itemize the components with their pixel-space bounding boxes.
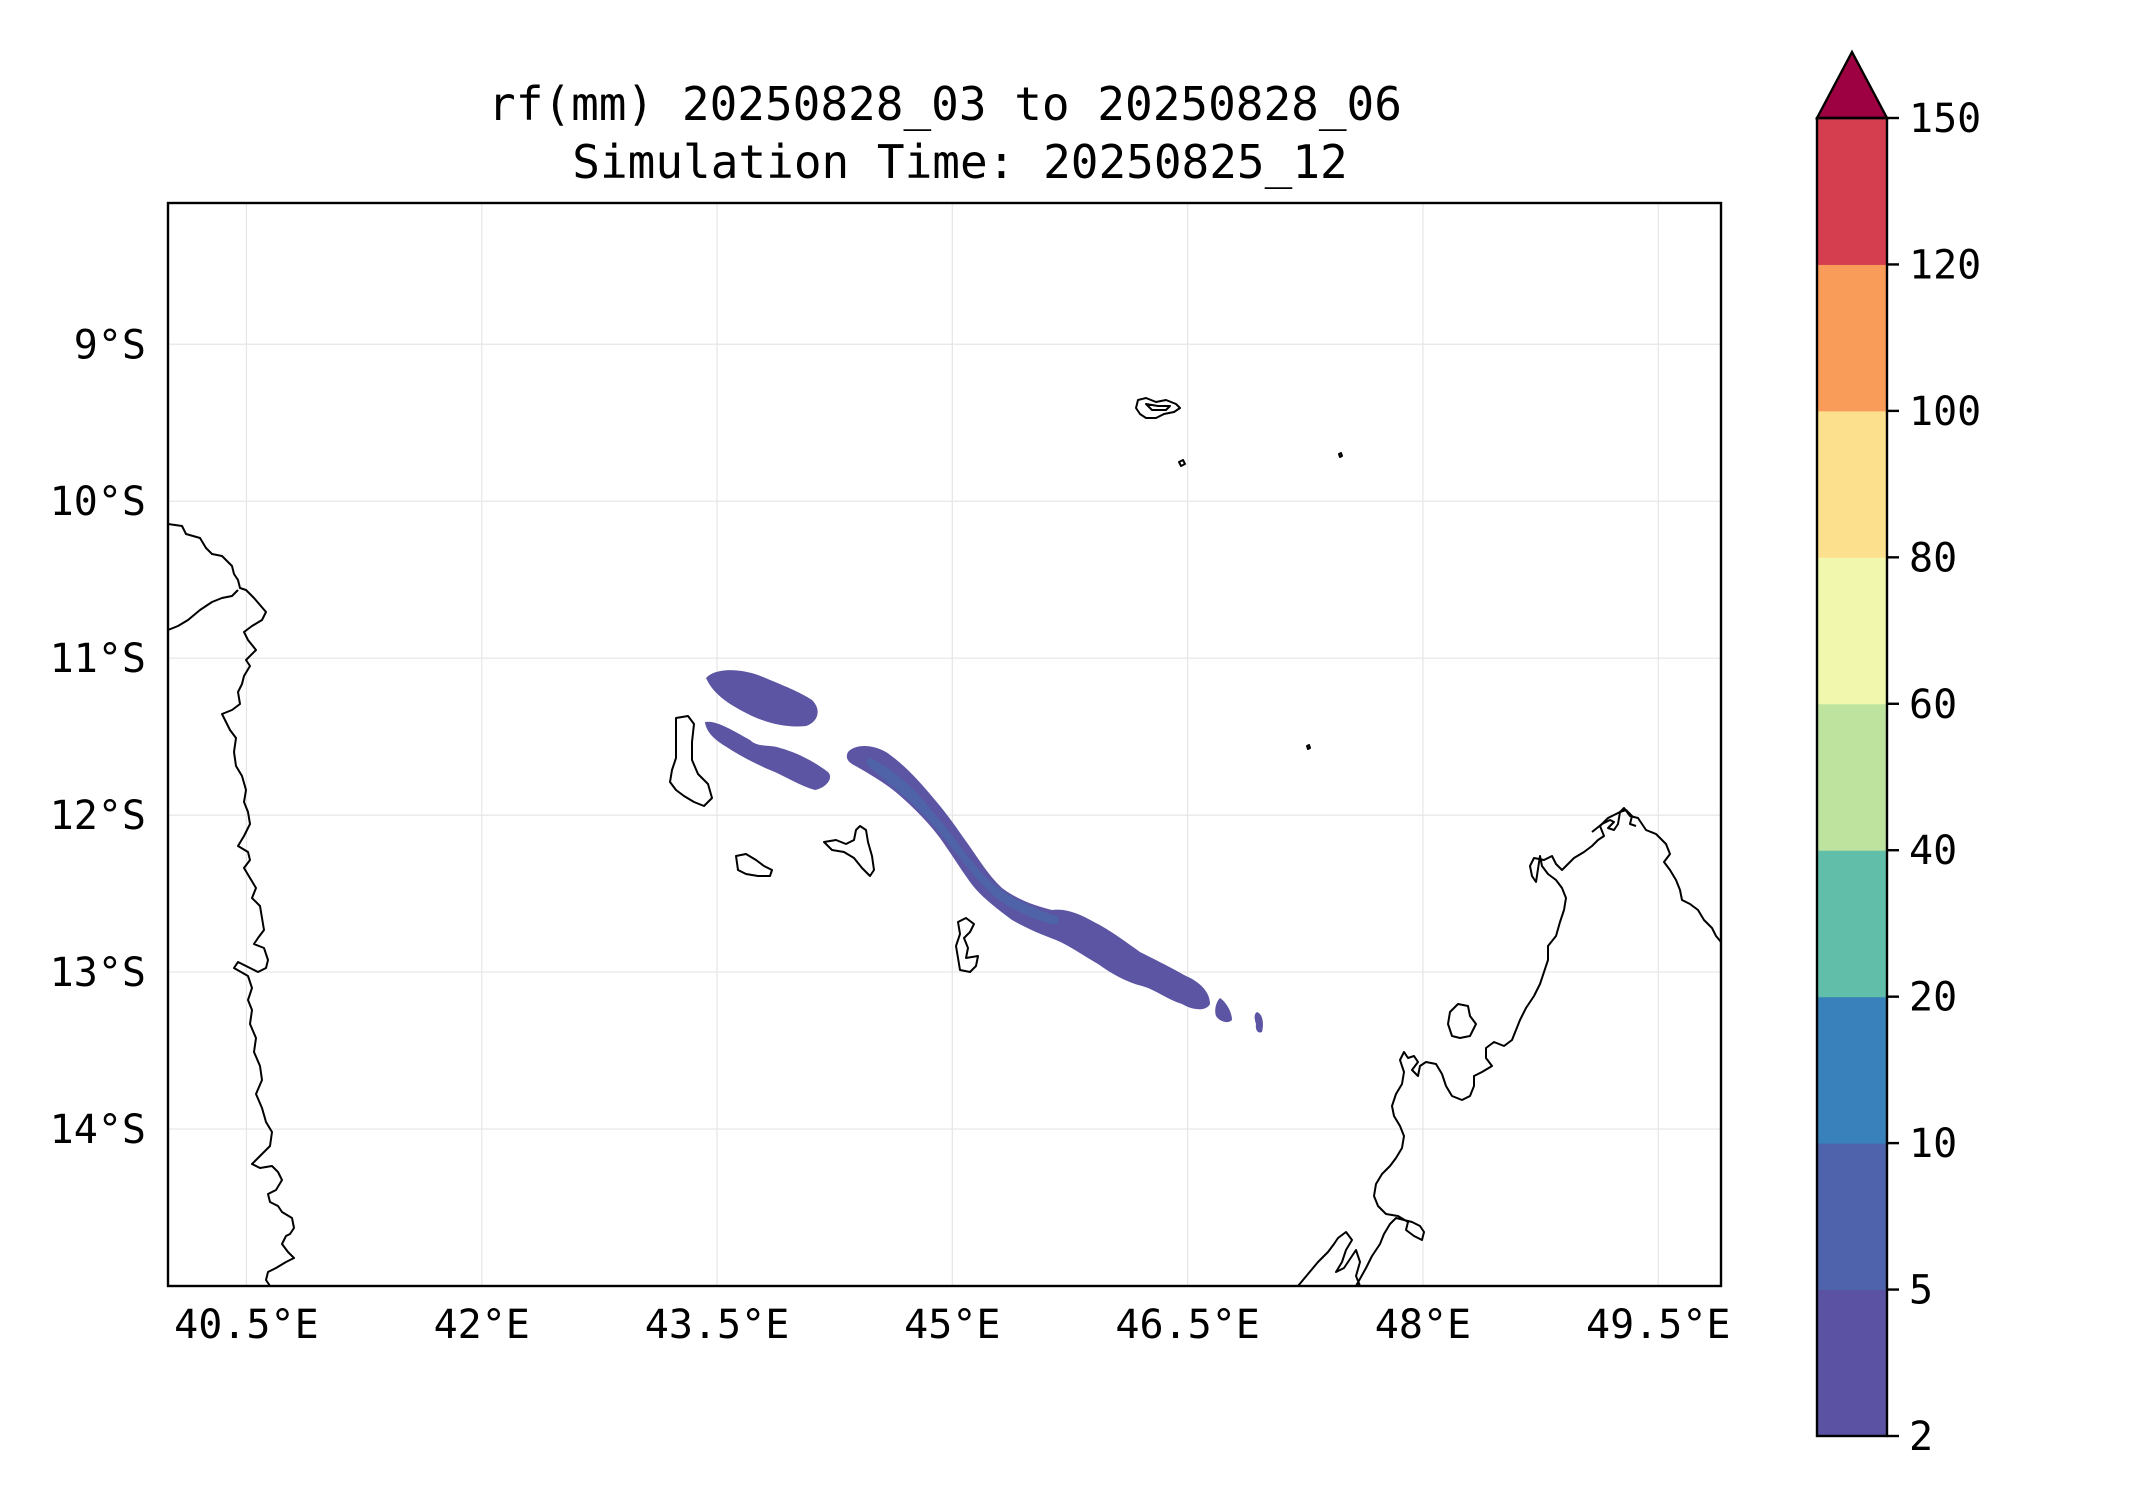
- island-mayotte: [955, 917, 979, 973]
- rain-band-north: [706, 670, 818, 727]
- coastline-africa: [167, 523, 295, 1287]
- island-glorioso: [1306, 744, 1311, 750]
- colorbar-tick-label: 40: [1909, 828, 1957, 874]
- colorbar-tick-label: 60: [1909, 682, 1957, 728]
- lat-tick-label: 12°S: [50, 793, 146, 839]
- colorbar-tick-label: 80: [1909, 535, 1957, 581]
- title-line-1: rf(mm) 20250828_03 to 20250828_06: [488, 77, 1402, 131]
- colorbar-segment: [1817, 703, 1887, 851]
- lon-tick-label: 45°E: [904, 1302, 1000, 1348]
- rain-blob-east-1: [1215, 998, 1232, 1023]
- colorbar-segment: [1817, 850, 1887, 998]
- colorbar-tick-label: 2: [1909, 1414, 1933, 1460]
- colorbar-segment: [1817, 557, 1887, 705]
- lon-tick-label: 40.5°E: [174, 1302, 319, 1348]
- colorbar-frame: [1815, 116, 1889, 1438]
- coastline-africa-north: [167, 589, 239, 631]
- island-assumption: [1178, 459, 1186, 467]
- island-moheli: [735, 853, 773, 877]
- lat-tick-label: 13°S: [50, 950, 146, 996]
- colorbar-tick-label: 100: [1909, 389, 1981, 435]
- longitude-labels: 40.5°E 42°E 43.5°E 45°E 46.5°E 48°E 49.5°E: [174, 1302, 1730, 1348]
- colorbar-tick-label: 10: [1909, 1121, 1957, 1167]
- coastline-madagascar: [1297, 807, 1722, 1287]
- lon-tick-label: 46.5°E: [1115, 1302, 1260, 1348]
- map-frame: [166, 201, 1723, 1288]
- colorbar-segment: [1817, 264, 1887, 412]
- rain-blob-east-2: [1254, 1012, 1263, 1033]
- colorbar-segment: [1817, 1289, 1887, 1437]
- lon-tick-label: 42°E: [434, 1302, 530, 1348]
- map-panel: [166, 201, 1723, 1288]
- island-anjouan: [823, 825, 875, 877]
- lat-tick-label: 14°S: [50, 1107, 146, 1153]
- gridlines: [168, 203, 1721, 1286]
- colorbar-tick-label: 5: [1909, 1268, 1933, 1314]
- island-grande-comore: [669, 715, 713, 807]
- colorbar-segment: [1817, 118, 1887, 265]
- lon-tick-label: 43.5°E: [645, 1302, 790, 1348]
- lat-tick-label: 10°S: [50, 479, 146, 525]
- map-background: [168, 203, 1721, 1286]
- colorbar: 2 5 10 20 40 60 80 100 120 150: [1815, 49, 1981, 1460]
- colorbar-segment: [1817, 410, 1887, 558]
- island-nosy-be: [1447, 1003, 1477, 1039]
- lat-tick-label: 9°S: [74, 322, 146, 368]
- latitude-labels: 9°S 10°S 11°S 12°S 13°S 14°S: [50, 322, 146, 1153]
- island-cosmoledo: [1338, 452, 1343, 458]
- rain-band-middle: [705, 721, 831, 790]
- rain-band-core: [866, 758, 1059, 925]
- rain-band-main: [846, 746, 1210, 1010]
- colorbar-tick-label: 20: [1909, 975, 1957, 1021]
- title-line-2: Simulation Time: 20250825_12: [572, 135, 1347, 189]
- coastlines: [167, 397, 1722, 1287]
- colorbar-extend-arrow: [1815, 49, 1889, 120]
- lat-tick-label: 11°S: [50, 636, 146, 682]
- colorbar-segment: [1817, 1143, 1887, 1291]
- lon-tick-label: 48°E: [1375, 1302, 1471, 1348]
- colorbar-tick-label: 120: [1909, 242, 1981, 288]
- lon-tick-label: 49.5°E: [1586, 1302, 1731, 1348]
- colorbar-tick-label: 150: [1909, 96, 1981, 142]
- island-aldabra: [1135, 397, 1181, 419]
- colorbar-segment: [1817, 996, 1887, 1144]
- coastline-madagascar-tip: [1591, 809, 1637, 833]
- rainfall-contours: [705, 670, 1263, 1033]
